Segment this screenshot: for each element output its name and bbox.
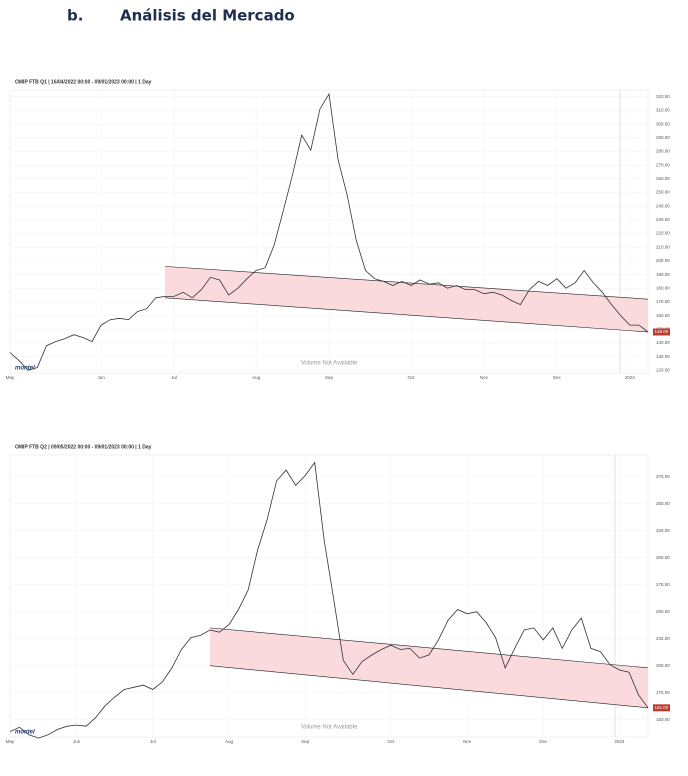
x-tick-label: Jun <box>73 739 81 744</box>
x-tick-label: Sep <box>325 375 334 380</box>
y-tick-label: 320.00 <box>656 94 670 99</box>
y-tick-label: 280.00 <box>656 149 670 154</box>
logo: montel <box>15 730 35 736</box>
watermark: Volume Not Available <box>301 361 358 367</box>
last-price-tag <box>653 328 670 336</box>
x-tick-label: 2023 <box>625 375 636 380</box>
price-channel <box>164 266 648 332</box>
x-tick-label: Aug <box>252 375 261 380</box>
channel-upper <box>209 627 649 669</box>
y-tick-label: 240.00 <box>656 203 670 208</box>
price-line <box>9 461 649 739</box>
y-tick-label: 160.00 <box>656 313 670 318</box>
section-title: Análisis del Mercado <box>120 7 295 25</box>
y-tick-label: 250.00 <box>656 609 670 614</box>
y-tick-label: 230.00 <box>656 217 670 222</box>
y-tick-label: 175.00 <box>656 690 670 695</box>
x-tick-label: May <box>6 375 15 380</box>
logo: montel <box>15 366 35 372</box>
y-tick-label: 120.00 <box>656 367 670 372</box>
x-tick-label: Jul <box>150 739 156 744</box>
y-tick-label: 300.00 <box>656 121 670 126</box>
y-tick-label: 150.00 <box>656 717 670 722</box>
last-price-label: 148.00 <box>655 329 669 334</box>
price-channel <box>209 627 648 708</box>
y-tick-label: 190.00 <box>656 272 670 277</box>
x-tick-label: Dec <box>539 739 548 744</box>
y-tick-label: 350.00 <box>656 501 670 506</box>
x-tick-label: Oct <box>408 375 416 380</box>
section-number: b. <box>67 7 83 25</box>
last-price-label: 161.00 <box>655 705 669 710</box>
x-tick-label: Dec <box>553 375 562 380</box>
y-tick-label: 275.00 <box>656 582 670 587</box>
x-tick-label: Oct <box>387 739 395 744</box>
y-tick-label: 200.00 <box>656 663 670 668</box>
watermark: Volume Not Available <box>301 725 358 731</box>
x-tick-label: Jun <box>98 375 106 380</box>
x-tick-label: May <box>6 739 15 744</box>
y-tick-label: 300.00 <box>656 555 670 560</box>
y-tick-label: 270.00 <box>656 162 670 167</box>
last-price-tag <box>653 704 670 712</box>
channel-lower <box>209 665 649 709</box>
y-tick-label: 375.00 <box>656 474 670 479</box>
y-tick-label: 225.00 <box>656 636 670 641</box>
y-tick-label: 250.00 <box>656 190 670 195</box>
x-tick-label: Jul <box>171 375 177 380</box>
chart-title: OMIP FTB Q2 | 09/05/2022 00:00 - 09/01/2… <box>15 444 152 450</box>
y-tick-label: 180.00 <box>656 285 670 290</box>
x-tick-label: Nov <box>480 375 489 380</box>
channel-lower <box>164 297 649 333</box>
y-tick-label: 130.00 <box>656 354 670 359</box>
y-tick-label: 140.00 <box>656 340 670 345</box>
y-tick-label: 200.00 <box>656 258 670 263</box>
channel-upper <box>164 266 649 300</box>
y-tick-label: 170.00 <box>656 299 670 304</box>
y-tick-label: 220.00 <box>656 231 670 236</box>
y-tick-label: 325.00 <box>656 528 670 533</box>
x-tick-label: Nov <box>463 739 472 744</box>
price-line <box>9 92 649 371</box>
y-tick-label: 210.00 <box>656 244 670 249</box>
chart-title: OMIP FTB Q1 | 16/04/2022 00:00 - 09/01/2… <box>15 79 152 85</box>
y-tick-label: 290.00 <box>656 135 670 140</box>
x-tick-label: Sep <box>301 739 310 744</box>
y-tick-label: 310.00 <box>656 108 670 113</box>
x-tick-label: 2023 <box>614 739 625 744</box>
y-tick-label: 260.00 <box>656 176 670 181</box>
x-tick-label: Aug <box>225 739 234 744</box>
